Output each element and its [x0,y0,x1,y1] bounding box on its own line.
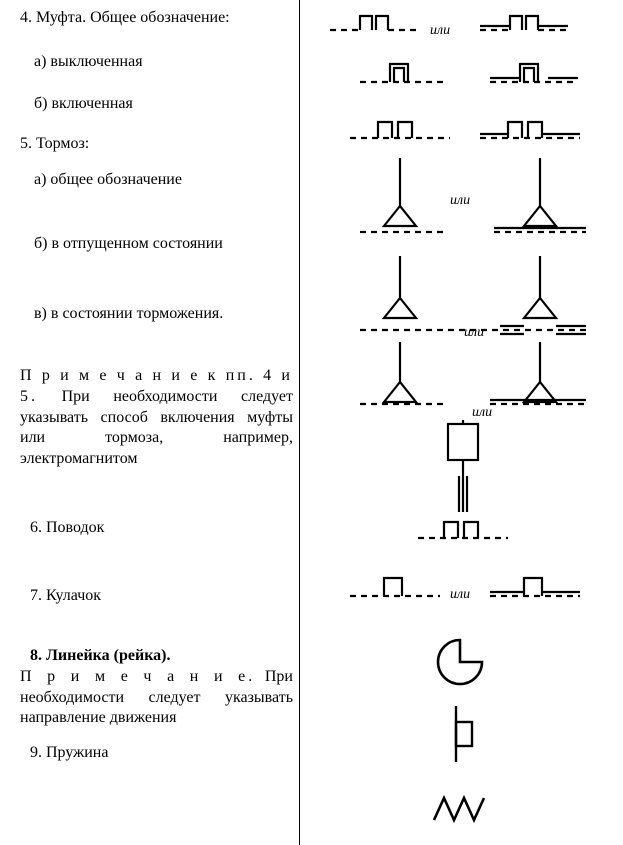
rack-icon [446,706,486,762]
or-label: или [472,405,492,420]
brake-general-icon: или [360,158,590,248]
brake-on-icon: или [360,342,590,422]
item-5a: а) общее обозначение [20,170,293,190]
item-5b: б) в отпущенном состоянии [20,234,293,254]
note-4-5: П р и м е ч а н и е к пп. 4 и 5. При нео… [20,366,293,470]
text-column: 4. Муфта. Общее обозначение: а) выключен… [0,0,300,845]
clutch-on-icon [350,108,590,144]
item-4a: а) выключенная [20,52,293,72]
note-4-5-body: При необходимости следует указывать спос… [20,388,293,467]
note-8-label: П р и м е ч а н и е. [20,668,255,685]
item-4b: б) включенная [20,94,293,114]
item-6: 6. Поводок [20,518,293,538]
electromagnet-clutch-icon [410,420,520,550]
symbol-column: или [300,0,623,845]
spring-icon [430,790,490,826]
item-8-block: 8. Линейка (рейка). П р и м е ч а н и е.… [20,646,293,729]
brake-released-icon: или [360,256,590,342]
item-9: 9. Пружина [20,743,293,763]
item-7: 7. Кулачок [20,586,293,606]
or-label: или [464,325,484,340]
item-5: 5. Тормоз: [20,134,293,154]
item-8: 8. Линейка (рейка). [20,647,171,664]
or-label: или [450,587,470,602]
clutch-off-icon [360,52,590,88]
page: 4. Муфта. Общее обозначение: а) выключен… [0,0,623,845]
or-label: или [430,23,450,38]
item-5c: в) в состоянии торможения. [20,304,293,324]
clutch-general-icon: или [330,2,590,38]
driver-icon: или [350,566,590,602]
item-4: 4. Муфта. Общее обозначение: [20,8,293,28]
or-label: или [450,193,470,208]
cam-icon [430,634,490,688]
